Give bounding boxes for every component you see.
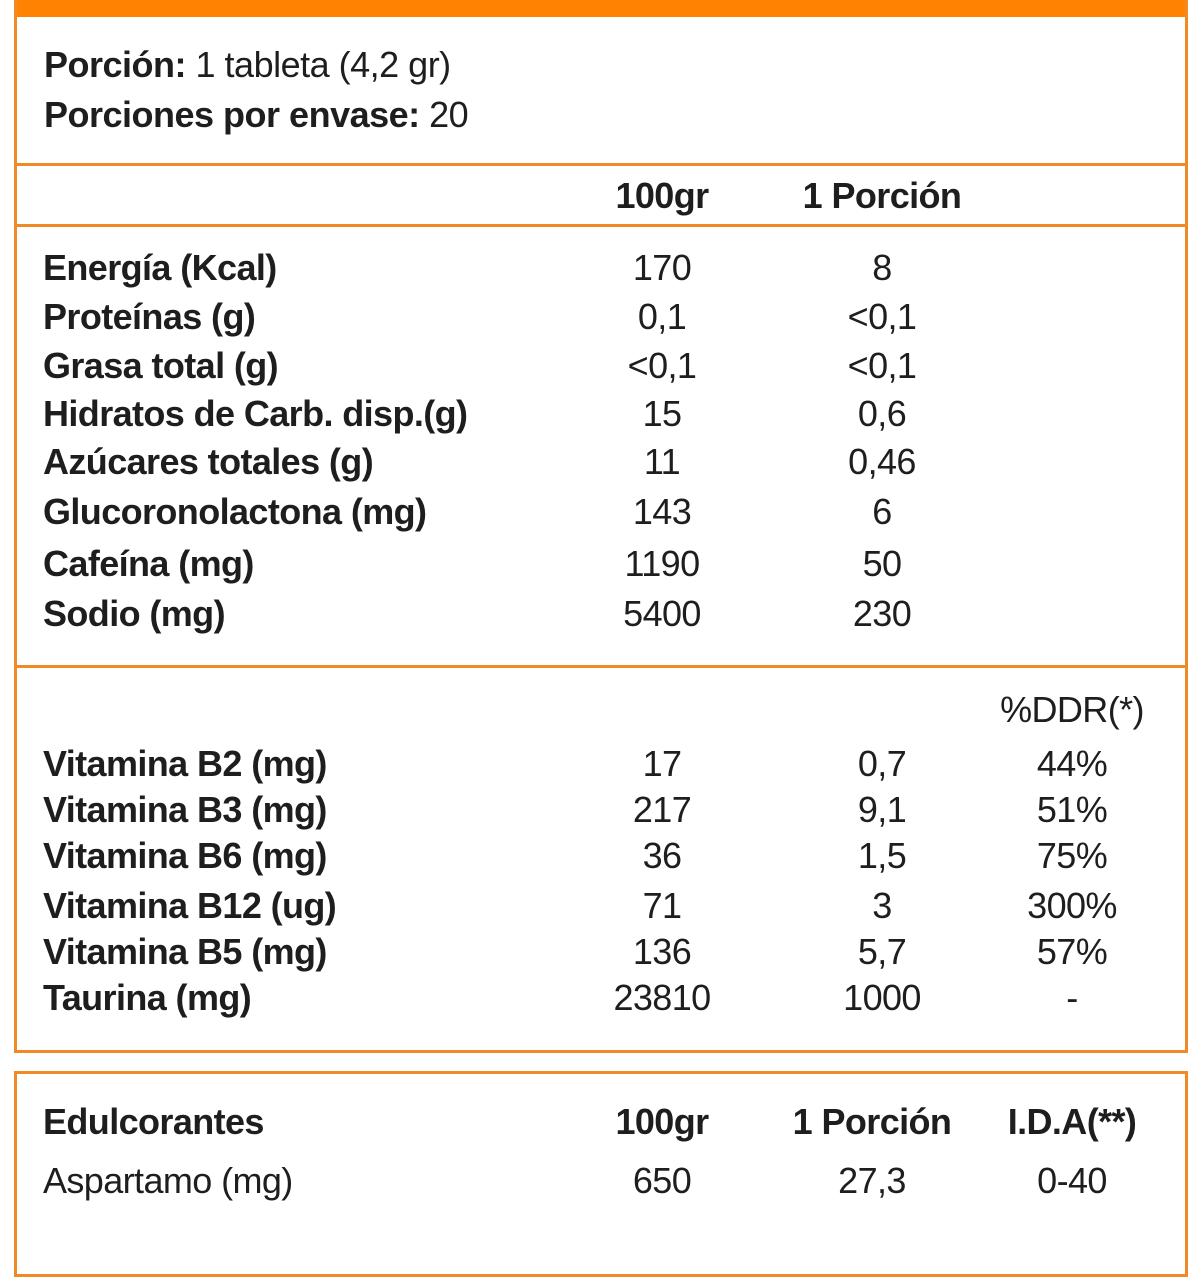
table-row: Taurina (mg) 23810 1000 -: [17, 974, 1185, 1022]
value-portion: 6: [872, 491, 892, 532]
value-100gr: 0,1: [637, 296, 687, 337]
divider: [17, 163, 1185, 166]
divider: [17, 224, 1185, 227]
row-label: Grasa total (g): [43, 345, 279, 386]
row-label: Vitamina B2 (mg): [43, 743, 327, 784]
per-container-line: Porciones por envase: 20: [44, 90, 469, 140]
portion-value: 1 tableta (4,2 gr): [186, 44, 452, 85]
table-row: Vitamina B6 (mg) 36 1,5 75%: [17, 832, 1185, 880]
value-portion: 9,1: [857, 789, 907, 830]
per-container-value: 20: [419, 94, 469, 135]
row-label: Sodio (mg): [43, 593, 226, 634]
value-portion: <0,1: [847, 296, 917, 337]
value-100gr: 17: [642, 743, 682, 784]
portion-label: Porción:: [44, 44, 187, 85]
sweeteners-panel: Edulcorantes 100gr 1 Porción I.D.A(**) A…: [14, 1071, 1188, 1277]
value-100gr: 650: [632, 1160, 692, 1201]
value-portion: 0,46: [848, 441, 916, 482]
table-header: 100gr 1 Porción: [17, 172, 1185, 220]
table-row: Cafeína (mg) 1190 50: [17, 540, 1185, 588]
table-row: Proteínas (g) 0,1 <0,1: [17, 293, 1185, 341]
row-label: Glucoronolactona (mg): [43, 491, 427, 532]
portion-line: Porción: 1 tableta (4,2 gr): [44, 40, 468, 90]
row-label: Aspartamo (mg): [43, 1160, 293, 1201]
ddr-header: %DDR(*): [17, 686, 1185, 734]
value-portion: 0,7: [857, 743, 907, 784]
row-label: Azúcares totales (g): [43, 441, 374, 482]
table-row: Vitamina B5 (mg) 136 5,7 57%: [17, 928, 1185, 976]
per-container-label: Porciones por envase:: [44, 94, 420, 135]
value-portion: 3: [872, 885, 892, 926]
value-portion: 50: [862, 543, 902, 584]
table-row: Vitamina B12 (ug) 71 3 300%: [17, 882, 1185, 930]
row-label: Taurina (mg): [43, 977, 252, 1018]
value-100gr: <0,1: [627, 345, 697, 386]
value-100gr: 1190: [624, 543, 700, 584]
value-ddr: 44%: [1036, 743, 1108, 784]
table-row: Aspartamo (mg) 650 27,3 0-40: [17, 1157, 1185, 1205]
table-row: Grasa total (g) <0,1 <0,1: [17, 342, 1185, 390]
table-row: Sodio (mg) 5400 230: [17, 590, 1185, 638]
table-row: Azúcares totales (g) 11 0,46: [17, 438, 1185, 486]
value-ddr: 75%: [1036, 835, 1108, 876]
value-ddr: 300%: [1027, 885, 1117, 926]
serving-info: Porción: 1 tableta (4,2 gr) Porciones po…: [44, 40, 469, 140]
value-100gr: 36: [642, 835, 682, 876]
value-100gr: 143: [632, 491, 692, 532]
col-header-ddr: %DDR(*): [1000, 689, 1144, 730]
value-portion: 1,5: [857, 835, 907, 876]
table-row: Energía (Kcal) 170 8: [17, 244, 1185, 292]
row-label: Hidratos de Carb. disp.(g): [43, 393, 468, 434]
value-portion: 0,6: [857, 393, 907, 434]
table-row: Vitamina B2 (mg) 17 0,7 44%: [17, 740, 1185, 788]
value-100gr: 15: [642, 393, 682, 434]
orange-header-bar: [17, 0, 1185, 17]
value-portion: 5,7: [857, 931, 907, 972]
value-100gr: 11: [643, 441, 681, 482]
table-row: Hidratos de Carb. disp.(g) 15 0,6: [17, 390, 1185, 438]
value-100gr: 217: [632, 789, 692, 830]
row-label: Vitamina B6 (mg): [43, 835, 327, 876]
value-portion: 27,3: [838, 1160, 906, 1201]
value-100gr: 71: [642, 885, 682, 926]
col-header-portion: 1 Porción: [792, 1101, 952, 1142]
value-ddr: -: [1066, 977, 1078, 1018]
row-label: Energía (Kcal): [43, 247, 277, 288]
col-header-portion: 1 Porción: [802, 175, 962, 216]
value-portion: 230: [852, 593, 912, 634]
nutrition-facts-panel: Porción: 1 tableta (4,2 gr) Porciones po…: [14, 0, 1188, 1053]
sweeteners-title: Edulcorantes: [43, 1101, 264, 1142]
value-ida: 0-40: [1037, 1160, 1107, 1201]
value-portion: <0,1: [847, 345, 917, 386]
value-100gr: 136: [632, 931, 692, 972]
row-label: Vitamina B12 (ug): [43, 885, 337, 926]
row-label: Vitamina B3 (mg): [43, 789, 327, 830]
value-100gr: 5400: [623, 593, 701, 634]
value-100gr: 170: [632, 247, 692, 288]
row-label: Proteínas (g): [43, 296, 256, 337]
col-header-100gr: 100gr: [615, 175, 709, 216]
value-100gr: 23810: [613, 977, 711, 1018]
value-ddr: 57%: [1036, 931, 1108, 972]
col-header-100gr: 100gr: [615, 1101, 709, 1142]
col-header-ida: I.D.A(**): [1007, 1101, 1137, 1142]
sweeteners-header: Edulcorantes 100gr 1 Porción I.D.A(**): [17, 1098, 1185, 1146]
row-label: Vitamina B5 (mg): [43, 931, 327, 972]
table-row: Vitamina B3 (mg) 217 9,1 51%: [17, 786, 1185, 834]
value-portion: 1000: [843, 977, 921, 1018]
value-portion: 8: [872, 247, 892, 288]
table-row: Glucoronolactona (mg) 143 6: [17, 488, 1185, 536]
divider: [17, 665, 1185, 668]
value-ddr: 51%: [1036, 789, 1108, 830]
row-label: Cafeína (mg): [43, 543, 254, 584]
